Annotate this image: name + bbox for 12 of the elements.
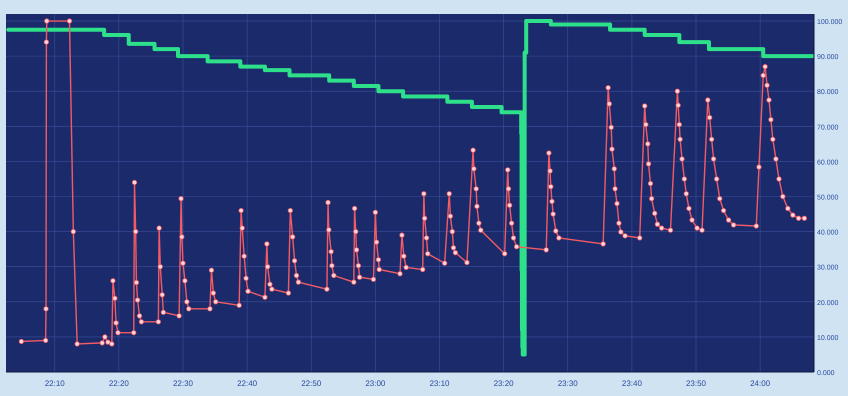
- x-tick-label: 22:20: [108, 379, 130, 388]
- x-tick-label: 23:40: [622, 379, 642, 388]
- x-tick-label: 23:20: [494, 379, 514, 388]
- x-tick-label: 22:10: [44, 379, 66, 388]
- x-tick-label: 23:50: [686, 379, 707, 388]
- x-tick-label: 24:00: [750, 379, 771, 388]
- x-tick-label: 22:50: [301, 379, 322, 388]
- x-tick-label: 23:00: [365, 379, 386, 388]
- x-tick-label: 23:10: [429, 379, 450, 388]
- x-tick-label: 22:30: [172, 379, 194, 388]
- x-tick-label: 22:40: [237, 379, 258, 388]
- x-tick-label: 23:30: [558, 379, 578, 388]
